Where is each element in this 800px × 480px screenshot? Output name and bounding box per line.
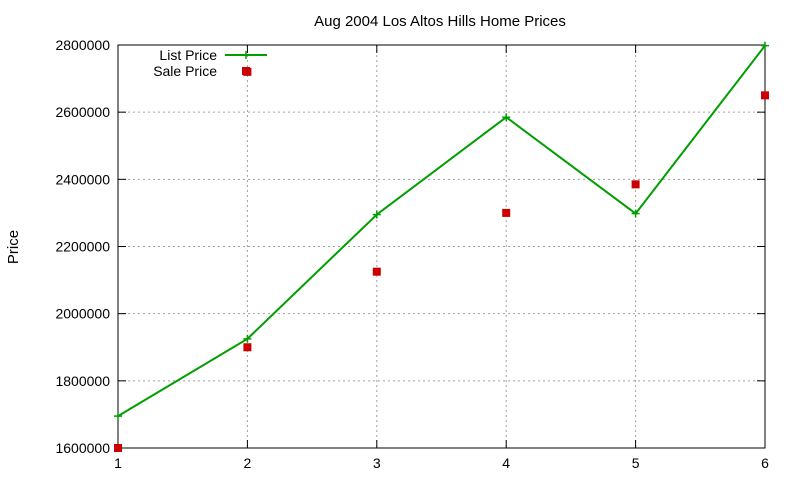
list-price-point <box>631 209 640 218</box>
series-layer <box>114 41 769 452</box>
sale-price-point <box>631 180 640 189</box>
sale-price-point <box>114 444 122 452</box>
legend-label: Sale Price <box>153 63 217 79</box>
y-tick-label: 2800000 <box>55 37 110 53</box>
legend-swatch-marker <box>242 51 250 59</box>
series-line-list-price <box>117 45 766 417</box>
x-tick-label: 5 <box>632 455 640 471</box>
legend-swatch-marker <box>242 67 250 75</box>
sale-price-point <box>502 208 511 217</box>
y-tick-label: 2400000 <box>55 171 110 187</box>
list-price-point <box>114 412 122 421</box>
sale-price-point <box>761 91 769 100</box>
y-tick-label: 2600000 <box>55 104 110 120</box>
legend-label: List Price <box>159 47 217 63</box>
list-price-point <box>502 113 511 122</box>
sale-price-point <box>243 343 252 352</box>
plot-frame <box>117 44 766 449</box>
sale-price-point <box>372 267 381 276</box>
x-tick-label: 1 <box>114 455 122 471</box>
axis-ticks: 1 2 3 4 5 6 1600000 1800000 2000000 2200000 240000… <box>55 37 769 471</box>
y-axis-label: Price <box>5 230 22 264</box>
chart-title: Aug 2004 Los Altos Hills Home Prices <box>314 13 566 30</box>
y-tick-label: 2200000 <box>55 239 110 255</box>
grid <box>118 45 765 448</box>
list-price-point <box>372 210 381 219</box>
x-tick-label: 4 <box>502 455 510 471</box>
list-price-point <box>761 41 769 50</box>
list-price-point <box>243 334 252 343</box>
x-tick-label: 3 <box>373 455 381 471</box>
y-tick-label: 1800000 <box>55 373 110 389</box>
y-tick-label: 2000000 <box>55 306 110 322</box>
x-tick-label: 2 <box>244 455 252 471</box>
y-tick-label: 1600000 <box>55 440 110 456</box>
x-tick-label: 6 <box>761 455 769 471</box>
